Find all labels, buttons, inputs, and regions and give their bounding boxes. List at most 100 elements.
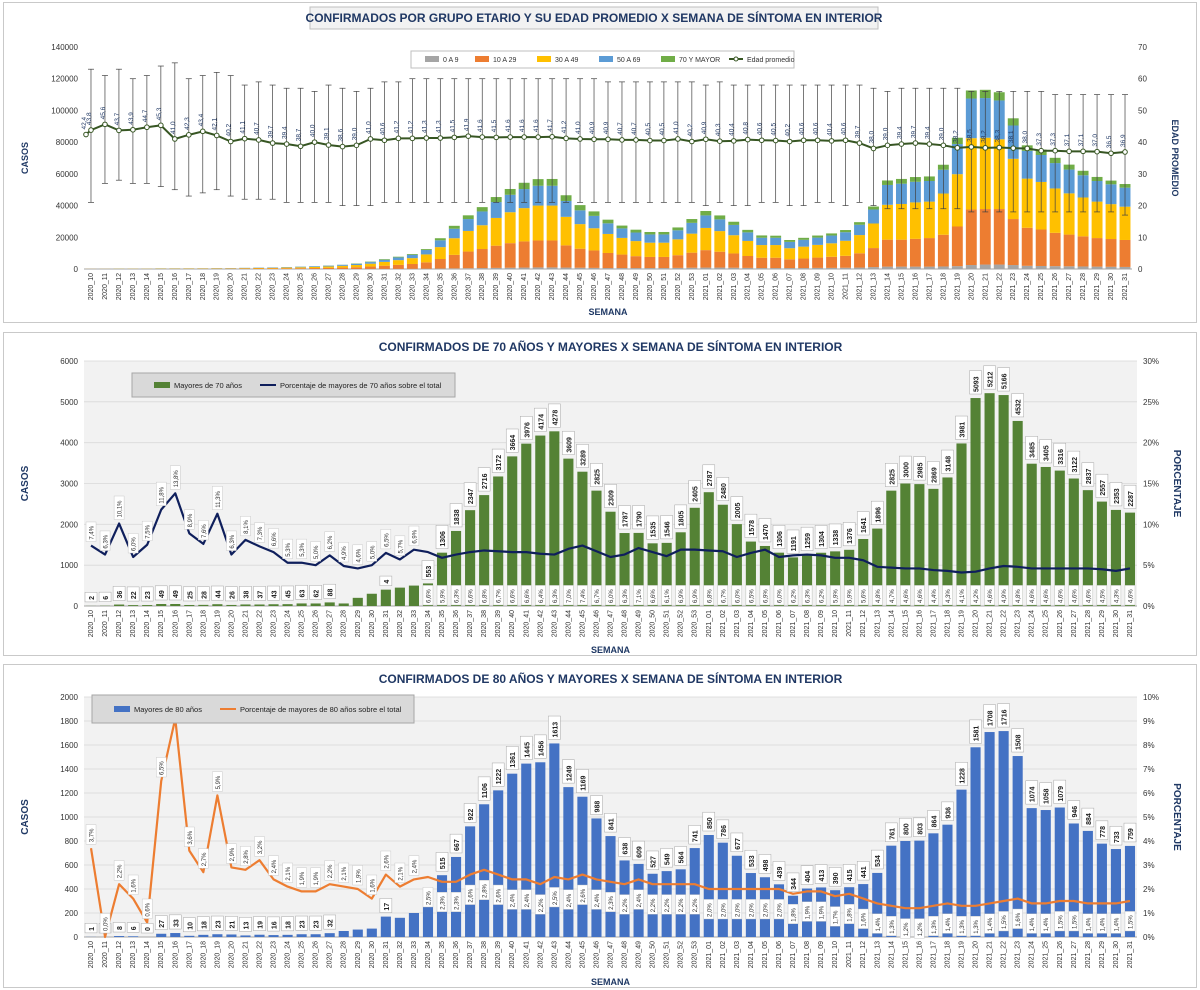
x-tick-label: 2020_18 <box>200 610 207 637</box>
avg-age-point <box>661 137 667 144</box>
pct-label-box <box>240 845 251 866</box>
value-label-box <box>786 872 800 892</box>
pct-label-box <box>1096 913 1108 934</box>
bar-segment <box>909 266 921 269</box>
bar-segment <box>937 266 949 269</box>
x-tick-label: 2020_25 <box>298 273 305 300</box>
pct-label: 4,9% <box>1002 589 1008 603</box>
bar-segment <box>518 208 530 242</box>
x-tick-label: 2020_34 <box>423 273 430 300</box>
pct-label-box <box>745 899 757 920</box>
bar-segment <box>448 254 460 269</box>
pct-label-box <box>872 913 883 934</box>
pct-label-box <box>886 585 897 606</box>
value-label: 1456 <box>538 741 545 757</box>
value-label-box <box>1011 393 1024 418</box>
avg-age-point <box>814 137 821 144</box>
pct-label-box <box>1026 913 1037 934</box>
avg-age-label: 41,5 <box>491 119 498 132</box>
y-tick-label: 0 <box>74 933 79 942</box>
value-label: 415 <box>847 869 854 881</box>
value-label: 1641 <box>861 517 868 533</box>
pct-line <box>90 492 1131 574</box>
value-label: 1805 <box>679 511 686 527</box>
avg-age-point <box>577 136 583 142</box>
x-tick-label: 2021_04 <box>748 610 755 637</box>
bar-segment <box>854 222 865 225</box>
value-label: 49 <box>173 590 180 598</box>
bar <box>535 762 546 937</box>
value-label: 4278 <box>552 410 559 426</box>
pct-label: 2,0% <box>735 903 741 917</box>
bar <box>366 593 377 606</box>
avg-age-point <box>1122 149 1128 155</box>
value-label: 2480 <box>721 483 728 499</box>
value-label-box <box>1039 782 1052 807</box>
bar-segment <box>700 215 712 228</box>
avg-age-point <box>1024 145 1031 152</box>
x-tick-label: 2020_50 <box>650 610 657 637</box>
y-tick-label: 400 <box>65 885 79 894</box>
x-tick-label: 2020_17 <box>186 610 193 637</box>
pct-label-box <box>815 585 827 606</box>
pct-label-box <box>1026 585 1037 606</box>
bar <box>900 841 911 937</box>
pct-label-box <box>956 915 967 936</box>
value-label-box <box>98 591 112 603</box>
bar <box>451 530 462 606</box>
pct-label-box <box>324 860 335 881</box>
bar <box>1082 830 1093 937</box>
x-tick-label: 2021_10 <box>832 941 839 968</box>
value-label-box <box>646 850 659 871</box>
bar <box>1096 843 1107 937</box>
bar <box>549 743 560 937</box>
x-tick-label: 2020_17 <box>186 941 193 968</box>
bar <box>170 603 181 606</box>
pct-label-box <box>521 585 532 606</box>
value-label-box <box>1039 439 1052 464</box>
bar-segment <box>351 263 362 266</box>
pct-label: 2,5% <box>426 891 432 905</box>
avg-age-point <box>744 136 751 143</box>
pct-label-box <box>170 465 181 490</box>
value-label-box <box>730 832 744 853</box>
bar <box>380 589 391 606</box>
avg-age-point <box>730 138 737 144</box>
x-tick-label: 2020_31 <box>381 273 388 300</box>
value-label-box <box>590 462 603 487</box>
value-label-box <box>1067 450 1081 475</box>
avg-age-label: 41,3 <box>435 120 442 133</box>
pct-label-box <box>212 486 223 510</box>
x-tick-label: 2021_07 <box>790 610 797 637</box>
value-label-box <box>197 916 210 932</box>
y2-tick-label: 30% <box>1143 357 1159 366</box>
x-tick-label: 2020_12 <box>116 941 123 968</box>
bar-segment <box>448 225 460 229</box>
value-label: 10 <box>187 922 194 930</box>
pct-label: 2,4% <box>567 893 573 907</box>
bar <box>731 855 742 937</box>
value-label-box <box>169 585 182 601</box>
pct-label-box <box>591 889 602 910</box>
pct-label-box <box>478 585 490 606</box>
pct-label: 5,3% <box>300 542 306 556</box>
pct-label-box <box>703 899 714 920</box>
x-tick-label: 2021_21 <box>987 941 994 968</box>
value-label-box <box>674 846 687 866</box>
pct-label: 2,8% <box>483 883 489 897</box>
pct-label-box <box>394 862 406 883</box>
value-label: 1169 <box>580 775 587 790</box>
pct-label: 10,1% <box>118 500 124 518</box>
bar-segment <box>686 222 698 234</box>
avg-age-label: 39,0 <box>351 127 358 140</box>
bar-segment <box>378 261 390 266</box>
bar-segment <box>560 216 572 246</box>
avg-age-label: 39,0 <box>882 127 889 140</box>
bar-segment <box>546 240 558 268</box>
value-label: 3976 <box>524 422 531 438</box>
value-label-box <box>1053 442 1067 467</box>
bar-segment <box>602 233 614 253</box>
y-tick-label: 100000 <box>51 106 78 115</box>
bar <box>1082 490 1093 606</box>
y-tick-label: 1600 <box>60 741 78 750</box>
